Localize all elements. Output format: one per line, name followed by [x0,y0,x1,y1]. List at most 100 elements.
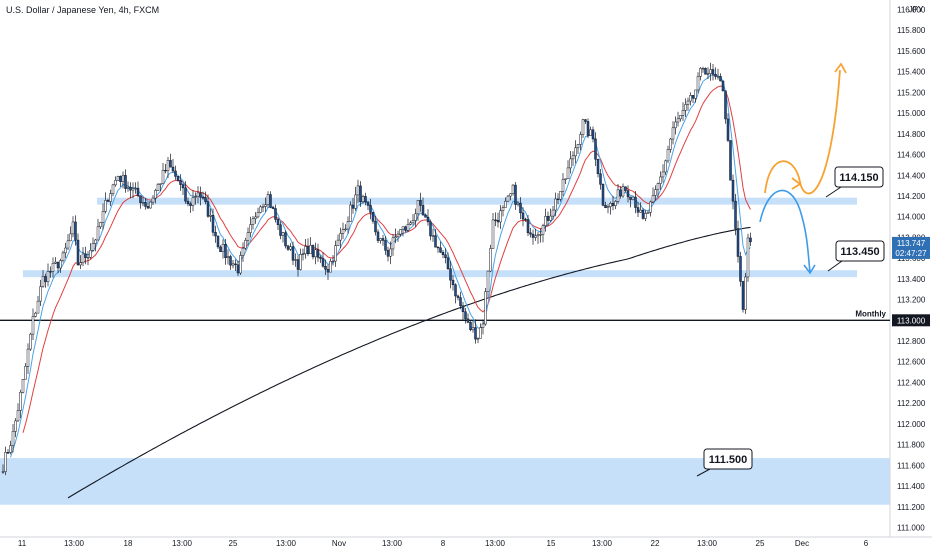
candle-body [699,68,702,77]
candle-body [704,67,707,75]
candle-body [124,175,127,189]
x-tick-label: 13:00 [485,539,506,548]
candle-body [364,196,367,203]
candle-body [509,193,512,197]
candle-body [286,245,290,250]
callout-pointer [827,260,843,272]
y-tick-label: 111.000 [897,524,925,533]
candle-body [599,173,602,185]
candle-body [731,179,735,202]
candle-body [421,205,425,216]
candle-body [336,239,340,246]
candle-body [66,240,70,249]
candle-body [434,235,437,248]
candle-body [299,254,302,270]
candle-body [469,322,472,331]
candle-body [106,200,110,202]
candle-body [589,129,592,136]
candle-body [189,203,192,206]
chart-title: U.S. Dollar / Japanese Yen, 4h, FXCM [6,5,160,15]
ma-long-line [67,226,751,499]
candle-body [444,254,447,259]
candle-body [379,238,382,241]
candle-body [686,100,690,105]
candle-body [224,243,227,258]
x-tick-label: 6 [864,539,869,548]
candle-body [36,300,40,314]
candle-body [436,246,440,249]
candle-body [84,253,87,258]
candle-body [539,234,542,236]
candle-body [101,211,105,223]
candle-body [89,250,92,258]
candle-body [59,260,62,269]
y-tick-label: 112.200 [897,399,926,408]
y-tick-label: 115.400 [897,68,926,77]
candle-body [31,316,35,335]
candle-body [121,175,125,182]
candle-body [246,232,250,241]
candle-body [519,202,522,214]
candle-body [206,201,210,217]
candle-body [591,129,595,140]
y-tick-label: 115.600 [897,47,926,56]
candle-body [611,202,615,206]
candle-body [474,327,477,340]
y-tick-label: 115.000 [897,109,926,118]
candle-body [274,208,277,220]
candle-body [606,206,610,208]
monthly-tag-value: 113.000 [897,316,926,325]
y-tick-label: 111.400 [897,482,925,491]
candle-body [319,257,322,259]
candle-body [294,259,297,261]
candle-body [694,89,697,99]
candle-body [346,221,350,230]
candle-body [34,312,37,317]
candle-body [289,246,292,250]
candle-body [681,110,685,116]
candle-body [649,201,652,213]
candle-body [481,323,485,328]
candle-body [354,194,357,209]
candle-body [44,276,47,283]
projection-arrows [759,62,847,275]
candle-body [476,338,480,340]
candle-body [236,264,240,274]
candle-body [24,366,27,380]
candle-body [304,246,307,255]
candle-body [486,270,490,292]
monthly-level: Monthly 113.000 [0,309,930,327]
y-tick-label: 114.000 [897,213,926,222]
candle-body [479,327,482,339]
candle-body [161,169,165,185]
candle-body [194,196,197,198]
y-tick-label: 112.000 [897,420,926,429]
candle-body [541,225,545,235]
candle-body [466,318,470,323]
candle-body [296,259,300,270]
candle-body [231,263,235,266]
candle-body [61,252,65,261]
candle-body [74,221,77,241]
candle-body [536,234,540,237]
x-tick-label: 15 [547,539,556,548]
candle-body [664,160,667,173]
candle-body [111,184,115,194]
candle-body [181,184,185,189]
candle-body [356,185,360,196]
candle-body [706,73,710,75]
candle-body [119,175,122,182]
candle-body [721,80,725,92]
candle-body [461,305,465,313]
y-tick-label: 111.200 [897,503,925,512]
candle-body [146,206,150,209]
x-tick-label: Dec [795,539,809,548]
candle-body [529,232,532,235]
candle-body [99,222,102,228]
candle-body [494,219,497,221]
candle-body [281,232,285,236]
candle-body [326,269,330,273]
candle-body [671,127,675,140]
